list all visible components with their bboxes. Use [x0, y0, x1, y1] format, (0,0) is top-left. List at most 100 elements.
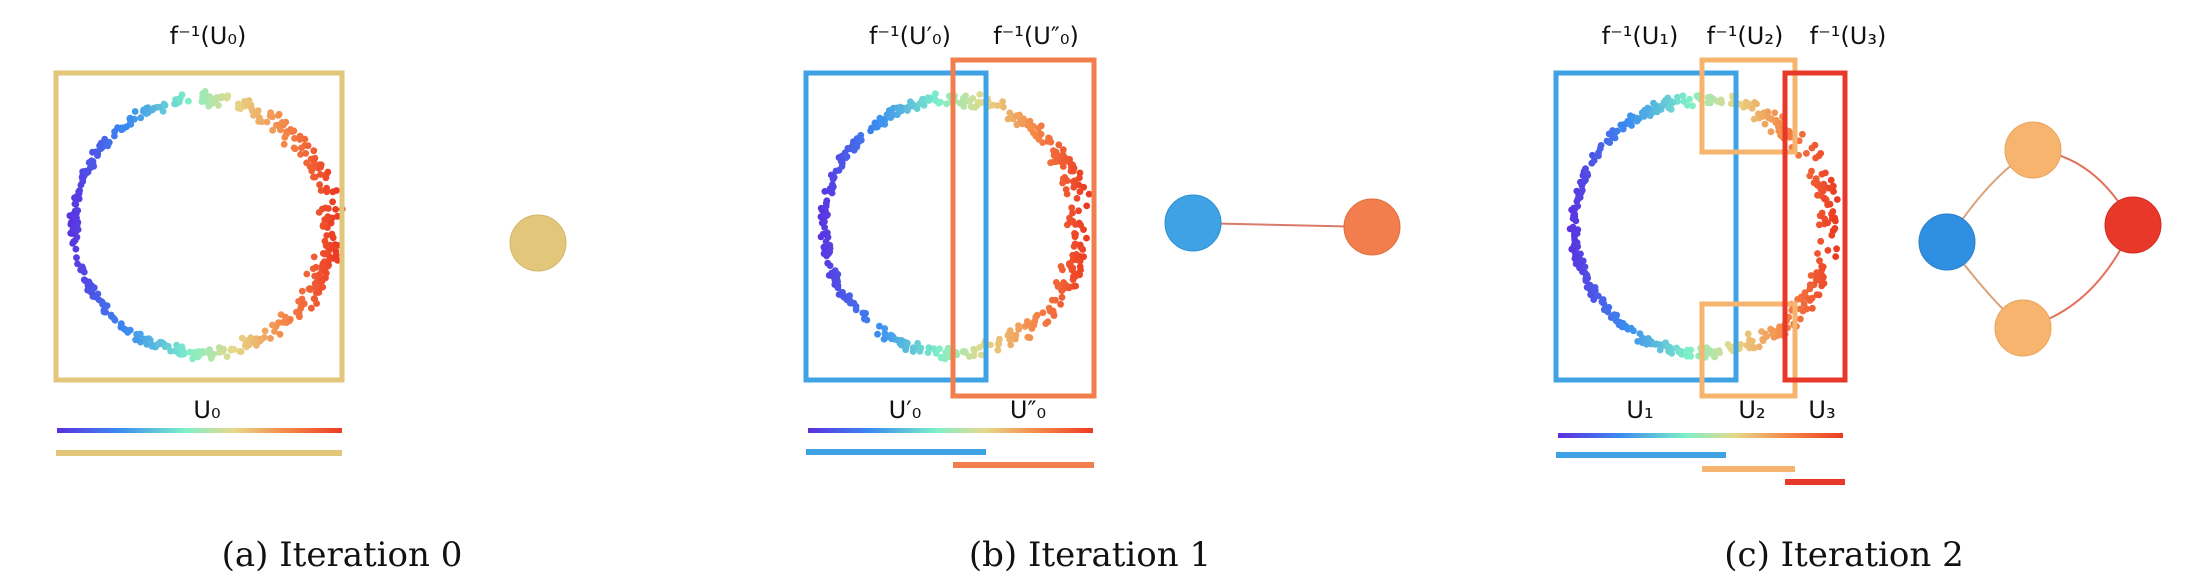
data-point: [322, 242, 330, 250]
data-point: [317, 161, 325, 169]
data-point: [1704, 94, 1712, 101]
data-point: [916, 347, 924, 355]
data-point: [198, 98, 206, 105]
data-point: [295, 309, 303, 317]
data-point: [280, 140, 288, 148]
data-point: [148, 106, 156, 114]
data-point: [1769, 330, 1777, 338]
data-point: [1052, 148, 1060, 156]
data-point: [867, 127, 874, 135]
data-point: [1076, 188, 1084, 196]
colorbar-c: [1558, 433, 1843, 438]
data-point: [822, 202, 830, 210]
data-point: [71, 200, 79, 208]
data-point: [831, 275, 839, 282]
data-point: [1589, 151, 1596, 159]
data-point: [967, 103, 975, 111]
data-point: [1812, 154, 1819, 162]
data-point: [1786, 130, 1794, 138]
data-point: [156, 103, 163, 111]
data-point: [142, 335, 150, 343]
data-point: [1074, 253, 1082, 260]
data-point: [1818, 282, 1826, 290]
data-point: [309, 265, 317, 272]
data-point: [956, 99, 964, 107]
data-point: [1803, 305, 1811, 313]
edge-b: [1192, 222, 1373, 228]
caption-a: (a) Iteration 0: [222, 535, 463, 575]
data-point: [72, 214, 80, 222]
data-point: [937, 98, 944, 106]
data-point: [1066, 214, 1073, 222]
caption-b: (b) Iteration 1: [969, 535, 1211, 575]
data-point: [1814, 180, 1822, 187]
data-point: [96, 142, 103, 150]
data-point: [131, 108, 139, 115]
data-point: [195, 348, 203, 355]
data-point: [306, 285, 314, 292]
data-point: [1579, 179, 1587, 187]
node-u0-double-prime: [1343, 198, 1401, 256]
data-point: [994, 102, 1001, 109]
preimage-label-u0-double-prime: f⁻¹(U″₀): [993, 22, 1079, 50]
data-point: [1072, 221, 1079, 228]
data-point: [1820, 180, 1828, 188]
data-point: [914, 339, 921, 347]
data-point: [278, 119, 286, 126]
data-point: [331, 241, 339, 248]
data-point: [904, 107, 911, 114]
data-point: [1633, 117, 1641, 125]
data-point: [987, 341, 994, 349]
data-point: [201, 88, 209, 95]
data-point: [271, 328, 278, 335]
data-point: [876, 322, 883, 330]
data-point: [283, 319, 290, 326]
data-point: [936, 345, 943, 353]
data-point: [1576, 264, 1583, 272]
panel-b: f⁻¹(U′₀) f⁻¹(U″₀) U′₀ U″₀ (b) Iteration …: [803, 22, 1401, 575]
data-point: [276, 330, 284, 338]
data-point: [142, 104, 150, 112]
data-point: [819, 230, 827, 238]
data-point: [1829, 208, 1837, 215]
data-point: [1613, 127, 1621, 135]
data-point: [903, 339, 911, 347]
data-point: [878, 116, 886, 123]
data-point: [1667, 101, 1674, 109]
data-point: [82, 277, 89, 285]
data-point: [208, 100, 216, 107]
data-point: [282, 313, 289, 321]
data-point: [1811, 141, 1819, 149]
cover-label-u0-double-prime: U″₀: [1010, 396, 1046, 424]
data-point: [1579, 172, 1587, 180]
data-point: [1072, 282, 1080, 290]
cover-label-u0-prime: U′₀: [889, 396, 922, 424]
data-point: [1750, 344, 1758, 352]
data-point: [1794, 296, 1801, 303]
data-point: [1817, 237, 1825, 245]
data-point: [857, 131, 865, 139]
data-point: [999, 98, 1006, 105]
data-point: [1827, 176, 1835, 184]
data-point: [332, 251, 340, 259]
data-point: [1070, 164, 1078, 172]
data-point: [322, 204, 329, 212]
data-point: [1833, 245, 1840, 253]
data-point: [913, 105, 921, 112]
data-point: [1603, 306, 1610, 313]
data-point: [1803, 150, 1810, 157]
data-point: [310, 295, 318, 302]
data-point: [1683, 101, 1691, 109]
data-point: [324, 168, 332, 176]
cover-label-u1: U₁: [1626, 396, 1653, 424]
data-point: [298, 144, 305, 152]
data-point: [1703, 344, 1710, 351]
data-point: [236, 348, 244, 355]
data-point: [1615, 319, 1622, 326]
data-point: [1817, 185, 1825, 193]
data-point: [1007, 330, 1015, 338]
data-point: [1059, 281, 1067, 289]
data-point: [970, 345, 977, 353]
data-point: [1572, 252, 1579, 259]
